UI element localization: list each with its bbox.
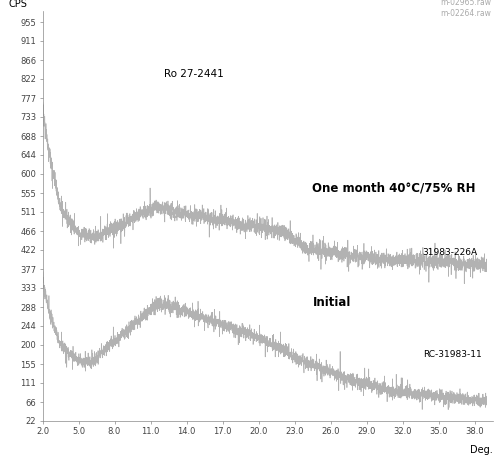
Text: m-02264.raw: m-02264.raw bbox=[440, 9, 492, 17]
Text: One month 40°C/75% RH: One month 40°C/75% RH bbox=[312, 182, 476, 195]
Text: 31983-226A: 31983-226A bbox=[423, 248, 478, 257]
Text: Deg.: Deg. bbox=[470, 445, 492, 455]
Text: Initial: Initial bbox=[312, 296, 351, 309]
Text: CPS: CPS bbox=[9, 0, 28, 10]
Text: RC-31983-11: RC-31983-11 bbox=[423, 350, 482, 359]
Text: m-02965.raw: m-02965.raw bbox=[440, 0, 492, 7]
Text: Ro 27-2441: Ro 27-2441 bbox=[164, 69, 224, 79]
